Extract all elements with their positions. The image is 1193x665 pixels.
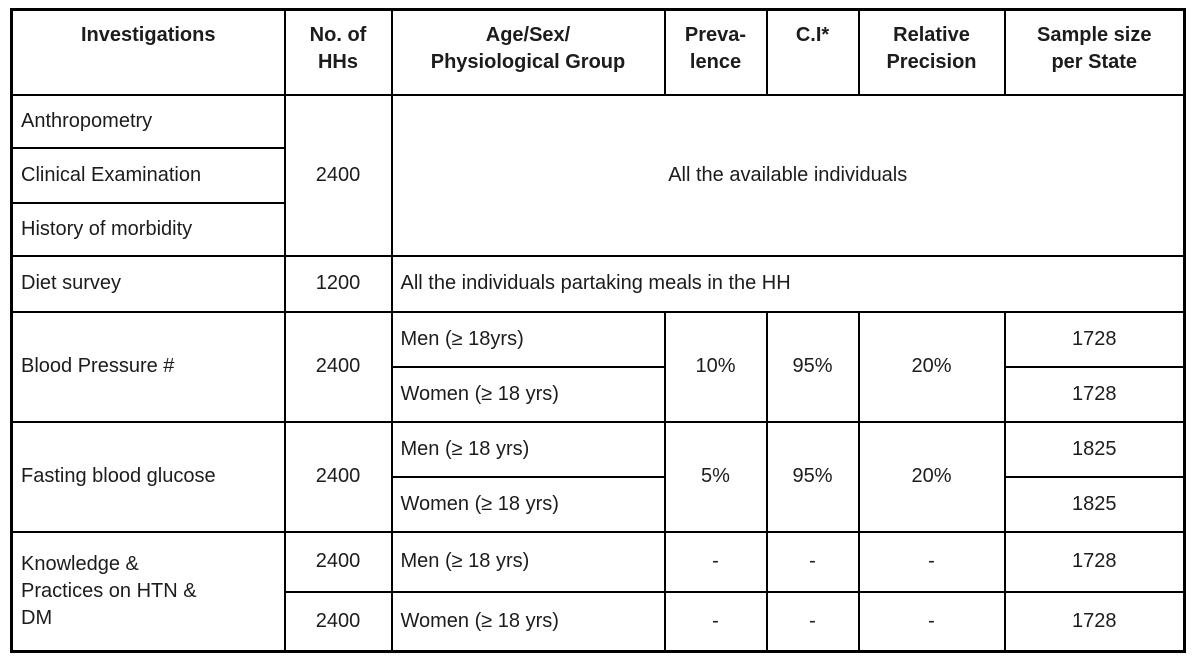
row-clinical-examination: Clinical Examination [10,146,1185,204]
row-knowledge-women: 2400 Women (≥ 18 yrs) - - - 1728 [12,590,1186,653]
cell-investigation-blood-pressure: Blood Pressure # [10,310,286,423]
col-header-age-sex-group: Age/Sex/ Physiological Group [390,8,666,96]
col-header-sample-size: Sample size per State [1003,8,1186,96]
cell-investigation-fasting-glucose: Fasting blood glucose [10,420,286,533]
cell-investigation-history: History of morbidity [10,201,286,257]
row-diet-survey: Diet survey 1200 All the individuals par… [10,254,1186,313]
cell-group-fbg-women: Women (≥ 18 yrs) [390,475,666,533]
row-anthropometry: Anthropometry 2400 All the available ind… [10,93,1186,257]
cell-investigation-anthropometry: Anthropometry [10,93,286,149]
cell-investigation-clinical: Clinical Examination [10,146,286,204]
cell-prevalence-knowledge-women: - [663,590,768,653]
col-header-prevalence: Preva- lence [663,8,768,96]
row-history-of-morbidity: History of morbidity [10,201,1185,257]
cell-ci-bp: 95% [765,310,860,423]
row-blood-pressure-women: Women (≥ 18 yrs) 1728 [12,365,1186,423]
cell-prevalence-bp: 10% [663,310,768,423]
row-fasting-glucose-men: Fasting blood glucose 2400 Men (≥ 18 yrs… [10,420,1186,533]
col-header-no-of-hhs: No. of HHs [283,8,393,96]
survey-sampling-table: Investigations No. of HHs Age/Sex/ Physi… [10,8,1186,653]
cell-relative-precision-knowledge-women: - [857,590,1006,653]
cell-hhs-diet: 1200 [283,254,393,313]
cell-sample-bp-women: 1728 [1003,365,1186,423]
cell-population-diet: All the individuals partaking meals in t… [390,254,1186,313]
cell-group-knowledge-women: Women (≥ 18 yrs) [390,590,666,653]
cell-prevalence-fbg: 5% [663,420,768,533]
cell-sample-bp-men: 1728 [1003,310,1186,368]
cell-hhs-fasting-glucose: 2400 [283,420,393,533]
cell-relative-precision-bp: 20% [857,310,1006,423]
cell-ci-knowledge-men: - [765,530,860,593]
cell-ci-fbg: 95% [765,420,860,533]
cell-investigation-diet: Diet survey [10,254,286,313]
cell-hhs-anthro-block: 2400 [283,93,393,257]
cell-sample-fbg-women: 1825 [1003,475,1186,533]
cell-investigation-knowledge: Knowledge & Practices on HTN & DM [10,530,286,653]
cell-ci-knowledge-women: - [765,590,860,653]
cell-sample-knowledge-men: 1728 [1003,530,1186,593]
cell-sample-knowledge-women: 1728 [1003,590,1186,653]
cell-group-knowledge-men: Men (≥ 18 yrs) [390,530,666,593]
cell-relative-precision-fbg: 20% [857,420,1006,533]
header-row: Investigations No. of HHs Age/Sex/ Physi… [10,8,1186,96]
cell-relative-precision-knowledge-men: - [857,530,1006,593]
col-header-ci: C.I* [765,8,860,96]
cell-hhs-knowledge-men: 2400 [283,530,393,593]
cell-group-fbg-men: Men (≥ 18 yrs) [390,420,666,478]
row-blood-pressure-men: Blood Pressure # 2400 Men (≥ 18yrs) 10% … [10,310,1186,423]
cell-hhs-knowledge-women: 2400 [283,590,393,653]
cell-group-bp-women: Women (≥ 18 yrs) [390,365,666,423]
cell-sample-fbg-men: 1825 [1003,420,1186,478]
col-header-investigations: Investigations [10,8,286,96]
row-knowledge-men: Knowledge & Practices on HTN & DM 2400 M… [10,530,1186,653]
row-fasting-glucose-women: Women (≥ 18 yrs) 1825 [12,475,1186,533]
col-header-relative-precision: Relative Precision [857,8,1006,96]
cell-prevalence-knowledge-men: - [663,530,768,593]
cell-hhs-blood-pressure: 2400 [283,310,393,423]
cell-group-bp-men: Men (≥ 18yrs) [390,310,666,368]
cell-population-anthro-block: All the available individuals [390,93,1186,257]
